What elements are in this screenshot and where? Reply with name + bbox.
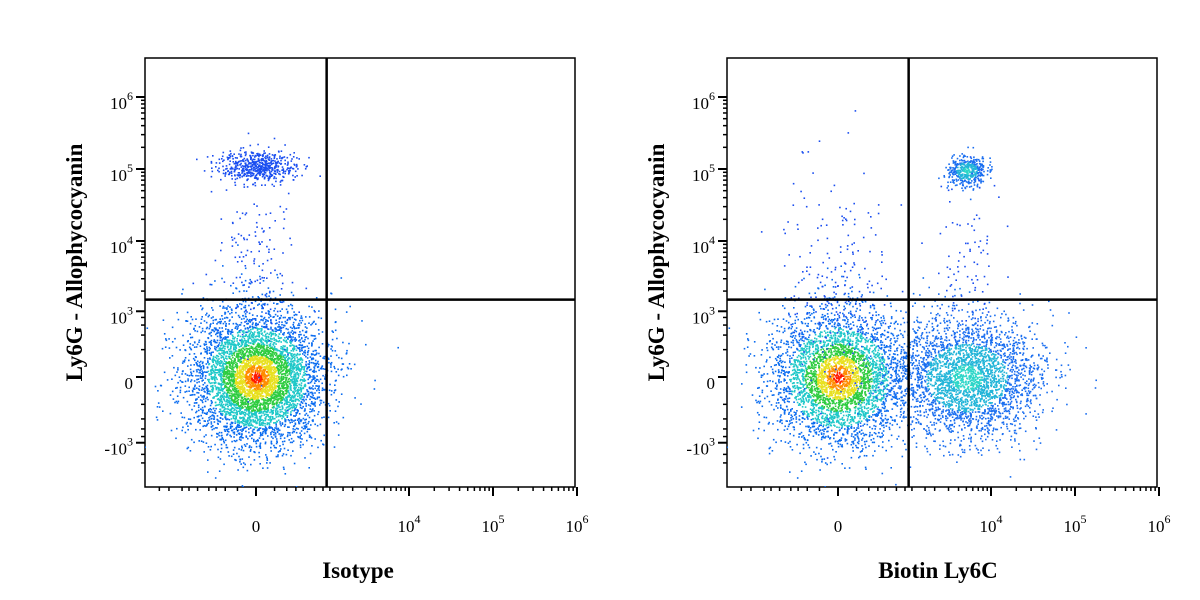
x-tick-label: 106 bbox=[1148, 512, 1171, 536]
y-tick-label: -103 bbox=[686, 435, 715, 459]
y-tick-label: 105 bbox=[110, 161, 133, 185]
event-dots bbox=[145, 132, 399, 487]
event-dots bbox=[727, 110, 1097, 487]
y-tick-label: -103 bbox=[104, 435, 133, 459]
population-0 bbox=[145, 244, 399, 487]
plot-panel-isotype: 0 104 105 106 106 105 104 103 0 -103 Isotype Ly6G -… bbox=[62, 57, 589, 583]
population-3 bbox=[760, 110, 904, 459]
y-tick-label: 0 bbox=[125, 374, 134, 393]
y-axis-label: Ly6G - Allophycocyanin bbox=[62, 143, 87, 381]
population-2 bbox=[192, 132, 316, 412]
population-1 bbox=[844, 286, 1097, 486]
x-axis-ticks: 0 104 105 106 bbox=[158, 487, 589, 536]
y-axis-label: Ly6G - Allophycocyanin bbox=[644, 143, 669, 381]
y-tick-label: 103 bbox=[692, 303, 715, 327]
population-2 bbox=[938, 146, 993, 201]
x-tick-label: 0 bbox=[252, 517, 261, 536]
y-tick-label: 103 bbox=[110, 303, 133, 327]
x-axis-label: Isotype bbox=[322, 558, 394, 583]
x-tick-label: 105 bbox=[1064, 512, 1087, 536]
y-tick-label: 0 bbox=[707, 374, 716, 393]
y-tick-label: 106 bbox=[110, 89, 133, 113]
y-tick-label: 104 bbox=[692, 233, 715, 257]
x-tick-label: 106 bbox=[566, 512, 589, 536]
y-axis-ticks: 106 105 104 103 0 -103 bbox=[686, 89, 727, 464]
x-axis-ticks: 0 104 105 106 bbox=[740, 487, 1171, 536]
x-tick-label: 105 bbox=[482, 512, 505, 536]
x-tick-label: 104 bbox=[398, 512, 421, 536]
plot-frame bbox=[144, 57, 576, 488]
x-tick-label: 0 bbox=[834, 517, 843, 536]
x-tick-label: 104 bbox=[980, 512, 1003, 536]
y-tick-label: 105 bbox=[692, 161, 715, 185]
y-axis-ticks: 106 105 104 103 0 -103 bbox=[104, 89, 145, 464]
y-tick-label: 104 bbox=[110, 233, 133, 257]
x-axis-label: Biotin Ly6C bbox=[878, 558, 998, 583]
plot-panel-biotin-ly6c: 0 104 105 106 106 105 104 103 0 -103 Biotin Ly6C Ly… bbox=[644, 57, 1171, 583]
population-4 bbox=[921, 156, 1009, 362]
population-1 bbox=[196, 143, 321, 193]
y-tick-label: 106 bbox=[692, 89, 715, 113]
